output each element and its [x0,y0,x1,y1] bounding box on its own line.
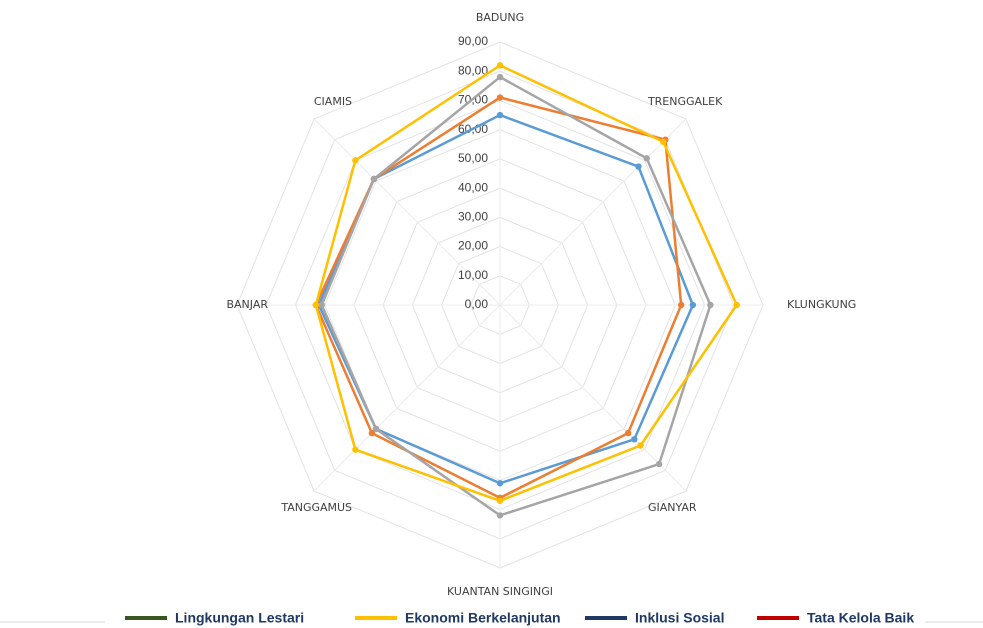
legend-label: Lingkungan Lestari [175,610,304,626]
series-point [496,62,504,69]
spoke [499,304,687,492]
spoke [313,304,501,492]
series-point [352,157,359,164]
r-tick-label: 50,00 [458,151,488,165]
series-point [707,301,714,309]
legend-label: Tata Kelola Baik [807,610,914,626]
r-tick-label: 40,00 [458,180,488,194]
category-label: KLUNGKUNG [787,298,856,311]
r-tick-label: 30,00 [458,210,488,224]
series-point [372,425,380,433]
series-point [318,301,325,309]
category-label: TANGGAMUS [280,501,352,514]
series-point [496,497,504,504]
series-point [660,138,667,145]
series-point [496,111,504,119]
series-line [314,96,683,500]
series-point [643,155,650,162]
series-point [624,429,632,437]
series-point [655,460,663,468]
category-label: BANJAR [226,298,268,311]
series-point [368,429,376,437]
r-tick-label: 0,00 [465,297,489,311]
category-label: GIANYAR [648,501,697,514]
legend-label: Ekonomi Berkelanjutan [405,610,561,626]
series-point [352,446,359,453]
series-point [637,442,644,449]
series-point [496,480,504,487]
series-point [312,301,320,309]
spoke [499,118,687,306]
series-point [631,436,638,443]
series-point [677,301,685,309]
spoke [313,118,501,306]
legend-label: Inklusi Sosial [635,610,724,626]
series-point [496,94,504,101]
series-point [496,512,504,519]
category-label: CIAMIS [314,95,352,108]
r-tick-label: 20,00 [458,239,488,253]
r-tick-label: 10,00 [458,268,488,282]
series-point [635,163,642,170]
r-tick-label: 80,00 [458,63,488,77]
category-label: TRENGGALEK [647,95,723,108]
series-point [733,301,740,309]
r-tick-label: 90,00 [458,34,488,48]
category-label: BADUNG [476,11,524,24]
series-point [689,301,697,309]
category-label: KUANTAN SINGINGI [447,585,553,598]
series-point [496,73,504,81]
series-point [370,175,378,183]
